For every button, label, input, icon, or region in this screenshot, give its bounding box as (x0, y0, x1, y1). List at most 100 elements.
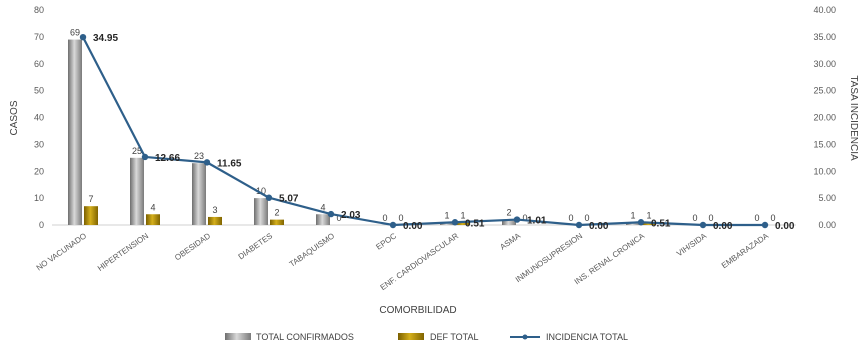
bar-label-def-total: 3 (212, 205, 217, 215)
incidence-point (327, 210, 335, 218)
bar-label-def-total: 0 (770, 213, 775, 223)
y2-tick-label: 25.00 (813, 86, 836, 96)
y2-tick-label: 40.00 (813, 5, 836, 15)
incidence-line (82, 36, 765, 227)
incidence-label: 0.51 (465, 218, 485, 229)
bar-label-total-confirmados: 69 (70, 28, 80, 38)
bar-label-def-total: 2 (274, 208, 279, 218)
bar-label-total-confirmados: 25 (132, 146, 142, 156)
bar-def-total (84, 206, 98, 225)
bar-def-total (270, 219, 284, 225)
bar-total-confirmados (316, 214, 330, 225)
y2-tick-label: 0.00 (818, 220, 836, 230)
bar-label-total-confirmados: 4 (320, 202, 325, 212)
y2-axis-title: TASA INCIDENCIA (848, 75, 859, 161)
bar-label-total-confirmados: 0 (754, 213, 759, 223)
incidence-point (761, 221, 769, 229)
incidence-label: 34.95 (93, 33, 118, 44)
y-tick-label: 20 (34, 166, 44, 176)
bar-total-confirmados (254, 198, 268, 225)
incidence-point (699, 221, 707, 229)
y-tick-label: 80 (34, 5, 44, 15)
incidence-label: 1.01 (527, 216, 547, 227)
incidence-label: 0.00 (589, 221, 609, 232)
incidence-point (451, 219, 459, 226)
category-label: ASMA (498, 231, 522, 252)
x-axis-title: COMORBILIDAD (379, 305, 456, 316)
category-label: EMBARAZADA (720, 231, 771, 270)
incidence-point (389, 221, 397, 229)
y2-tick-label: 5.00 (818, 193, 836, 203)
bar-label-total-confirmados: 0 (382, 213, 387, 223)
bar-label-total-confirmados: 0 (692, 213, 697, 223)
y-tick-label: 10 (34, 193, 44, 203)
category-label: EPOC (374, 231, 398, 252)
bar-label-def-total: 0 (708, 213, 713, 223)
incidence-label: 2.03 (341, 210, 361, 221)
bar-label-total-confirmados: 2 (506, 208, 511, 218)
y-tick-label: 60 (34, 59, 44, 69)
bar-label-def-total: 1 (646, 210, 651, 220)
bar-label-def-total: 0 (398, 213, 403, 223)
incidence-point (637, 219, 645, 226)
legend-marker-incidencia-total (522, 334, 528, 340)
bar-label-total-confirmados: 23 (194, 151, 204, 161)
category-label: NO VACUNADO (35, 231, 88, 272)
incidence-label: 0.00 (713, 221, 733, 232)
incidence-point (203, 159, 211, 166)
incidence-label: 0.51 (651, 218, 671, 229)
incidence-point (79, 33, 87, 41)
plot-area: 010203040506070800.005.0010.0015.0020.00… (34, 5, 836, 292)
incidence-point (141, 153, 149, 161)
bar-label-def-total: 0 (584, 213, 589, 223)
y-tick-label: 50 (34, 86, 44, 96)
legend-label-incidencia-total: INCIDENCIA TOTAL (546, 332, 628, 342)
category-label: TABAQUISMO (288, 231, 336, 269)
bar-label-total-confirmados: 0 (568, 213, 573, 223)
legend-swatch-total-confirmados (225, 333, 251, 340)
category-label: HIPERTENSION (96, 231, 150, 273)
legend-label-total-confirmados: TOTAL CONFIRMADOS (256, 332, 354, 342)
bar-label-total-confirmados: 1 (444, 210, 449, 220)
category-label: VIH/SIDA (675, 231, 709, 258)
y-tick-label: 30 (34, 139, 44, 149)
category-label: OBESIDAD (173, 231, 212, 262)
incidence-label: 0.00 (403, 221, 423, 232)
legend: TOTAL CONFIRMADOS DEF TOTAL INCIDENCIA T… (225, 332, 628, 342)
category-label: INS. RENAL CRONICA (573, 231, 647, 287)
y-tick-label: 70 (34, 32, 44, 42)
bar-label-def-total: 0 (336, 213, 341, 223)
y-axis-title: CASOS (9, 100, 20, 135)
incidence-label: 0.00 (775, 221, 795, 232)
bar-def-total (146, 214, 160, 225)
legend-swatch-def-total (398, 333, 424, 340)
legend-label-def-total: DEF TOTAL (430, 332, 479, 342)
incidence-label: 12.66 (155, 153, 180, 164)
bar-total-confirmados (130, 157, 144, 225)
bar-label-total-confirmados: 1 (630, 210, 635, 220)
incidence-label: 5.07 (279, 194, 299, 205)
incidence-point (265, 194, 273, 201)
bar-label-def-total: 4 (150, 202, 155, 212)
bar-def-total (456, 222, 470, 225)
category-label: DIABETES (237, 231, 275, 261)
y-tick-label: 0 (39, 220, 44, 230)
y2-tick-label: 20.00 (813, 113, 836, 123)
incidence-point (575, 221, 583, 229)
bar-total-confirmados (68, 39, 82, 225)
bar-total-confirmados (192, 163, 206, 225)
y2-tick-label: 15.00 (813, 139, 836, 149)
bar-def-total (208, 216, 222, 225)
incidence-point (513, 216, 521, 223)
y2-tick-label: 10.00 (813, 166, 836, 176)
bar-total-confirmados (502, 219, 516, 225)
bar-label-total-confirmados: 10 (256, 186, 266, 196)
y-tick-label: 40 (34, 113, 44, 123)
bar-label-def-total: 7 (88, 194, 93, 204)
category-label: INMUNOSUPRESION (514, 231, 585, 284)
incidence-label: 11.65 (217, 158, 242, 169)
bar-label-def-total: 0 (522, 213, 527, 223)
bar-label-def-total: 1 (460, 210, 465, 220)
y2-tick-label: 30.00 (813, 59, 836, 69)
